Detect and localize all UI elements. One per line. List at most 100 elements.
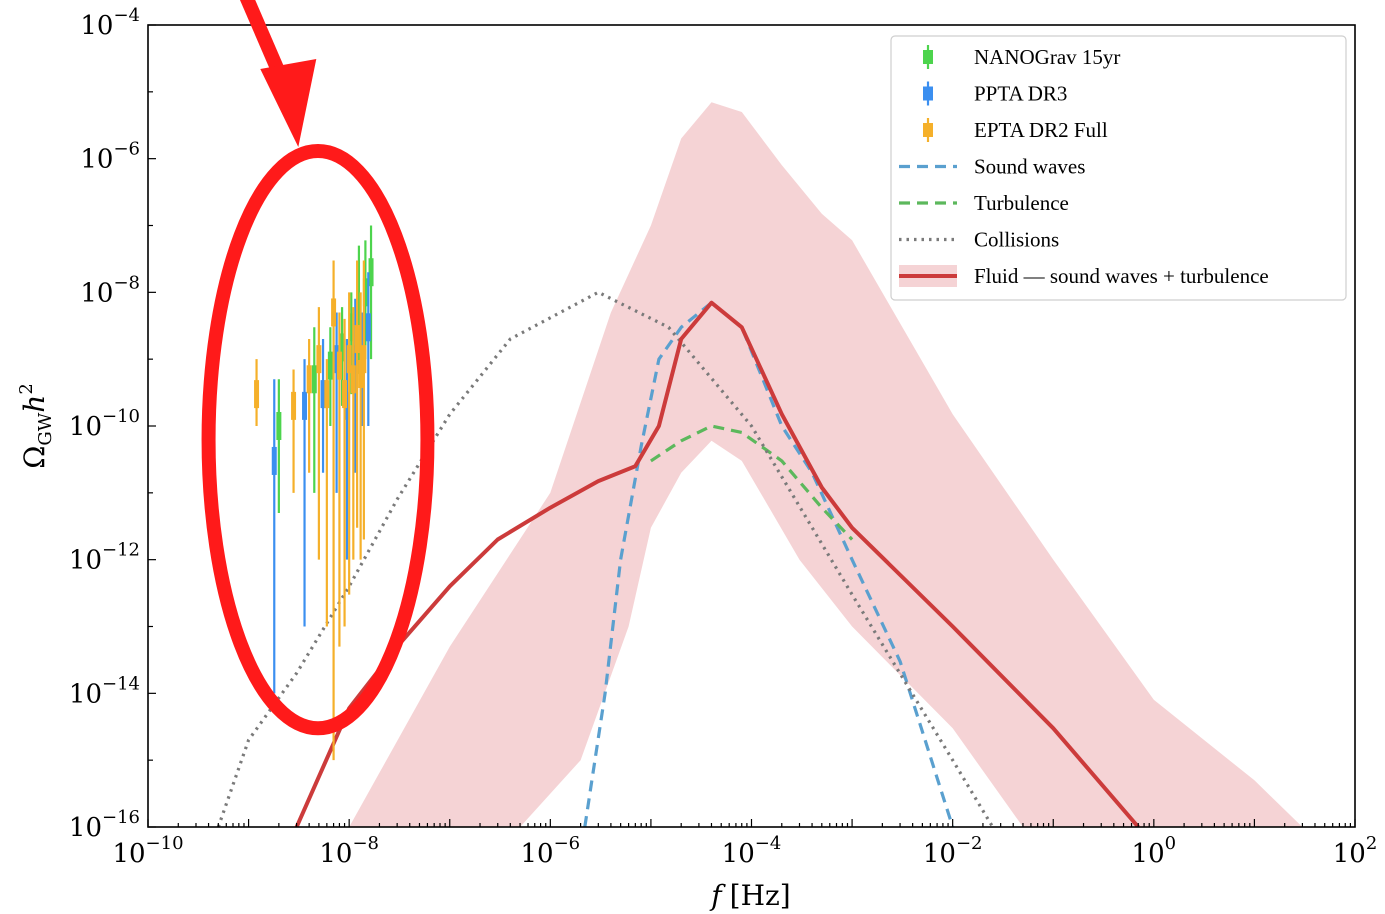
annotation-overlay	[201, 0, 435, 736]
pta-point-0-2	[327, 327, 333, 426]
errorbar-box	[362, 278, 368, 307]
y-tick-label-6: 10−4	[80, 5, 140, 41]
legend-item-2: EPTA DR2 Full	[923, 118, 1108, 142]
legend-label-3: Sound waves	[974, 155, 1085, 179]
errorbar-box	[336, 351, 342, 380]
x-tick-label-0: 10−10	[112, 833, 183, 869]
errorbar-box	[368, 258, 374, 287]
fluid-uncertainty-band	[349, 102, 1303, 827]
errorbar-box	[361, 345, 367, 374]
y-axis-power: 2	[16, 383, 37, 394]
y-tick-exponent: −8	[113, 272, 140, 293]
legend-label-2: EPTA DR2 Full	[974, 118, 1108, 142]
pta-point-0-1	[311, 327, 317, 493]
x-tick-exponent: −10	[146, 833, 184, 854]
x-tick-label-4: 10−2	[923, 833, 983, 869]
series-line-3	[294, 300, 1140, 827]
errorbar-box	[311, 365, 317, 394]
y-tick-base: 10	[69, 679, 102, 709]
legend-item-5: Collisions	[899, 228, 1059, 252]
pta-point-2-6	[336, 312, 342, 647]
errorbar-box	[365, 313, 371, 342]
errorbar-box	[254, 380, 260, 409]
pta-point-0-7	[368, 225, 374, 360]
fluid-band-area	[349, 102, 1303, 827]
pta-point-2-9	[350, 307, 356, 560]
pta-point-0-0	[276, 379, 282, 513]
pta-point-2-3	[316, 307, 322, 560]
y-tick-label-1: 10−14	[69, 673, 140, 709]
errorbar-box	[358, 359, 364, 388]
series-line-2	[216, 290, 995, 827]
errorbar-box	[320, 380, 326, 409]
legend-label-6: Fluid — sound waves + turbulence	[974, 264, 1269, 288]
y-tick-label-0: 10−16	[69, 807, 140, 843]
annotation-ellipse	[201, 144, 435, 736]
y-tick-exponent: −4	[113, 5, 140, 26]
pta-point-2-10	[354, 260, 360, 528]
errorbar-box	[350, 365, 356, 394]
pta-point-2-1	[291, 369, 297, 493]
y-tick-label-4: 10−8	[80, 272, 140, 308]
pta-point-2-7	[342, 318, 348, 627]
legend-label-5: Collisions	[974, 228, 1059, 252]
x-tick-exponent: −4	[755, 833, 782, 854]
legend-errorbar-box	[923, 123, 933, 137]
pta-point-0-6	[362, 240, 368, 360]
legend: NANOGrav 15yr PPTA DR3 EPTA DR2 Full Sound …	[890, 35, 1347, 301]
y-axis-label: ΩGWh2	[16, 383, 56, 469]
axis-ticks: 10−10 10−8 10−6 10−4 10−2 100 10210−1610−1410−…	[69, 5, 1377, 869]
x-tick-label-2: 10−6	[521, 833, 581, 869]
legend-label-1: PPTA DR3	[974, 82, 1067, 106]
x-tick-exponent: −2	[956, 833, 983, 854]
legend-item-3: Sound waves	[899, 155, 1085, 179]
pta-point-2-0	[254, 359, 260, 426]
pta-point-1-0	[271, 379, 277, 694]
y-tick-label-5: 10−6	[80, 139, 140, 175]
errorbar-box	[291, 391, 297, 420]
y-tick-label-3: 10−10	[69, 406, 140, 442]
errorbar-box	[346, 345, 352, 374]
x-tick-exponent: 0	[1165, 833, 1176, 854]
pta-point-1-1	[302, 359, 308, 627]
x-tick-exponent: −6	[554, 833, 581, 854]
legend-label-4: Turbulence	[974, 191, 1069, 215]
errorbar-box	[339, 333, 345, 362]
legend-item-6: Fluid — sound waves + turbulence	[899, 264, 1269, 288]
y-tick-base: 10	[80, 11, 113, 41]
y-tick-base: 10	[69, 412, 102, 442]
legend-errorbar-box	[923, 86, 933, 101]
errorbar-box	[327, 351, 333, 380]
annotation-arrow-head	[260, 59, 317, 148]
x-tick-label-1: 10−8	[319, 833, 379, 869]
errorbar-box	[356, 293, 362, 322]
y-tick-base: 10	[80, 278, 113, 308]
pta-point-2-4	[324, 359, 330, 627]
errorbar-box	[354, 325, 360, 354]
y-tick-exponent: −14	[102, 673, 140, 694]
x-tick-base: 10	[1132, 839, 1165, 869]
pta-point-1-2	[320, 339, 326, 473]
errorbar-box	[334, 345, 340, 374]
pta-point-2-2	[306, 339, 312, 473]
x-tick-base: 10	[521, 839, 554, 869]
x-axis-variable: f	[709, 879, 726, 912]
x-tick-exponent: −8	[352, 833, 379, 854]
x-tick-base: 10	[923, 839, 956, 869]
x-tick-base: 10	[722, 839, 755, 869]
x-tick-label-6: 102	[1333, 833, 1378, 869]
series-line-1	[650, 424, 854, 541]
x-axis-unit: [Hz]	[730, 879, 791, 912]
y-tick-label-2: 10−12	[69, 540, 140, 576]
y-axis-subscript: GW	[35, 412, 56, 445]
model-curves	[216, 290, 1140, 827]
errorbar-box	[342, 380, 348, 409]
y-tick-base: 10	[69, 546, 102, 576]
errorbar-box	[331, 298, 337, 327]
x-tick-base: 10	[112, 839, 145, 869]
errorbar-box	[276, 412, 282, 440]
pta-data-points	[254, 225, 374, 761]
y-tick-exponent: −16	[102, 807, 140, 828]
y-tick-exponent: −6	[113, 139, 140, 160]
